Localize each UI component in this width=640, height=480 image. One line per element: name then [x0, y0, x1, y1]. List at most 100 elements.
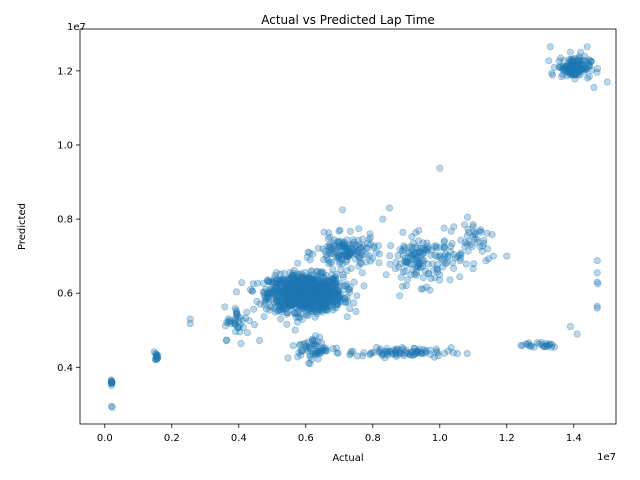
- scatter-point: [279, 302, 287, 310]
- scatter-point: [396, 292, 404, 300]
- scatter-point: [291, 293, 299, 301]
- scatter-point: [280, 277, 288, 285]
- scatter-point: [559, 66, 567, 74]
- scatter-point: [352, 307, 360, 315]
- scatter-point: [338, 254, 346, 262]
- scatter-point: [237, 340, 245, 348]
- scatter-point: [288, 292, 296, 300]
- scatter-point: [305, 287, 313, 295]
- scatter-point: [583, 43, 591, 51]
- scatter-point: [249, 280, 257, 288]
- scatter-point: [282, 290, 290, 298]
- scatter-point: [285, 282, 293, 290]
- scatter-point: [408, 233, 416, 241]
- scatter-point: [307, 293, 315, 301]
- scatter-point: [283, 284, 291, 292]
- scatter-point: [294, 259, 302, 267]
- scatter-point: [300, 294, 308, 302]
- scatter-point: [311, 296, 319, 304]
- scatter-point: [324, 242, 332, 250]
- scatter-point: [320, 306, 328, 314]
- scatter-point: [276, 297, 284, 305]
- scatter-point: [306, 281, 314, 289]
- scatter-point: [305, 303, 313, 311]
- scatter-point: [326, 294, 334, 302]
- scatter-point: [280, 275, 288, 283]
- scatter-point: [285, 300, 293, 308]
- scatter-point: [302, 283, 310, 291]
- scatter-point: [325, 277, 333, 285]
- scatter-point: [297, 291, 305, 299]
- scatter-point: [328, 275, 336, 283]
- scatter-point: [271, 308, 279, 316]
- scatter-point: [584, 74, 592, 82]
- scatter-point: [322, 272, 330, 280]
- scatter-point: [303, 291, 311, 299]
- scatter-point: [283, 291, 291, 299]
- scatter-point: [593, 257, 601, 265]
- scatter-point: [312, 279, 320, 287]
- scatter-point: [296, 280, 304, 288]
- scatter-point: [267, 296, 275, 304]
- scatter-point: [317, 291, 325, 299]
- scatter-point: [316, 292, 324, 300]
- scatter-point: [313, 282, 321, 290]
- scatter-point: [311, 292, 319, 300]
- scatter-point: [302, 289, 310, 297]
- scatter-point: [317, 300, 325, 308]
- scatter-point: [290, 288, 298, 296]
- scatter-point: [295, 279, 303, 287]
- scatter-point: [285, 300, 293, 308]
- scatter-point: [325, 278, 333, 286]
- scatter-point: [295, 279, 303, 287]
- scatter-point: [311, 291, 319, 299]
- scatter-point: [238, 279, 246, 287]
- scatter-point: [288, 302, 296, 310]
- scatter-point: [282, 287, 290, 295]
- scatter-point: [319, 294, 327, 302]
- scatter-point: [386, 260, 394, 268]
- scatter-point: [314, 286, 322, 294]
- scatter-point: [306, 284, 314, 292]
- scatter-point: [261, 298, 269, 306]
- scatter-point: [279, 305, 287, 313]
- scatter-point: [322, 285, 330, 293]
- scatter-point: [414, 254, 422, 262]
- scatter-point: [309, 298, 317, 306]
- scatter-point: [288, 280, 296, 288]
- scatter-point: [331, 282, 339, 290]
- scatter-point: [299, 291, 307, 299]
- scatter-point: [480, 236, 488, 244]
- scatter-point: [288, 283, 296, 291]
- scatter-point: [463, 349, 471, 357]
- scatter-point: [570, 67, 578, 75]
- scatter-point: [276, 277, 284, 285]
- scatter-point: [316, 285, 324, 293]
- scatter-point: [281, 296, 289, 304]
- scatter-point: [318, 283, 326, 291]
- scatter-point: [299, 295, 307, 303]
- scatter-point: [282, 292, 290, 300]
- scatter-point: [301, 288, 309, 296]
- scatter-point: [457, 251, 465, 259]
- scatter-point: [298, 289, 306, 297]
- scatter-point: [484, 245, 492, 253]
- scatter-point: [323, 303, 331, 311]
- scatter-point: [311, 279, 319, 287]
- x-axis-offset-label: 1e7: [597, 452, 616, 463]
- scatter-point: [301, 288, 309, 296]
- scatter-point: [294, 286, 302, 294]
- scatter-point: [285, 288, 293, 296]
- scatter-point: [312, 300, 320, 308]
- scatter-point: [302, 291, 310, 299]
- scatter-point: [329, 275, 337, 283]
- scatter-point: [469, 223, 477, 231]
- scatter-point: [315, 289, 323, 297]
- scatter-point: [320, 282, 328, 290]
- scatter-point: [344, 249, 352, 257]
- scatter-point: [306, 298, 314, 306]
- scatter-point: [593, 302, 601, 310]
- scatter-point: [300, 297, 308, 305]
- scatter-point: [315, 292, 323, 300]
- scatter-point: [310, 339, 318, 347]
